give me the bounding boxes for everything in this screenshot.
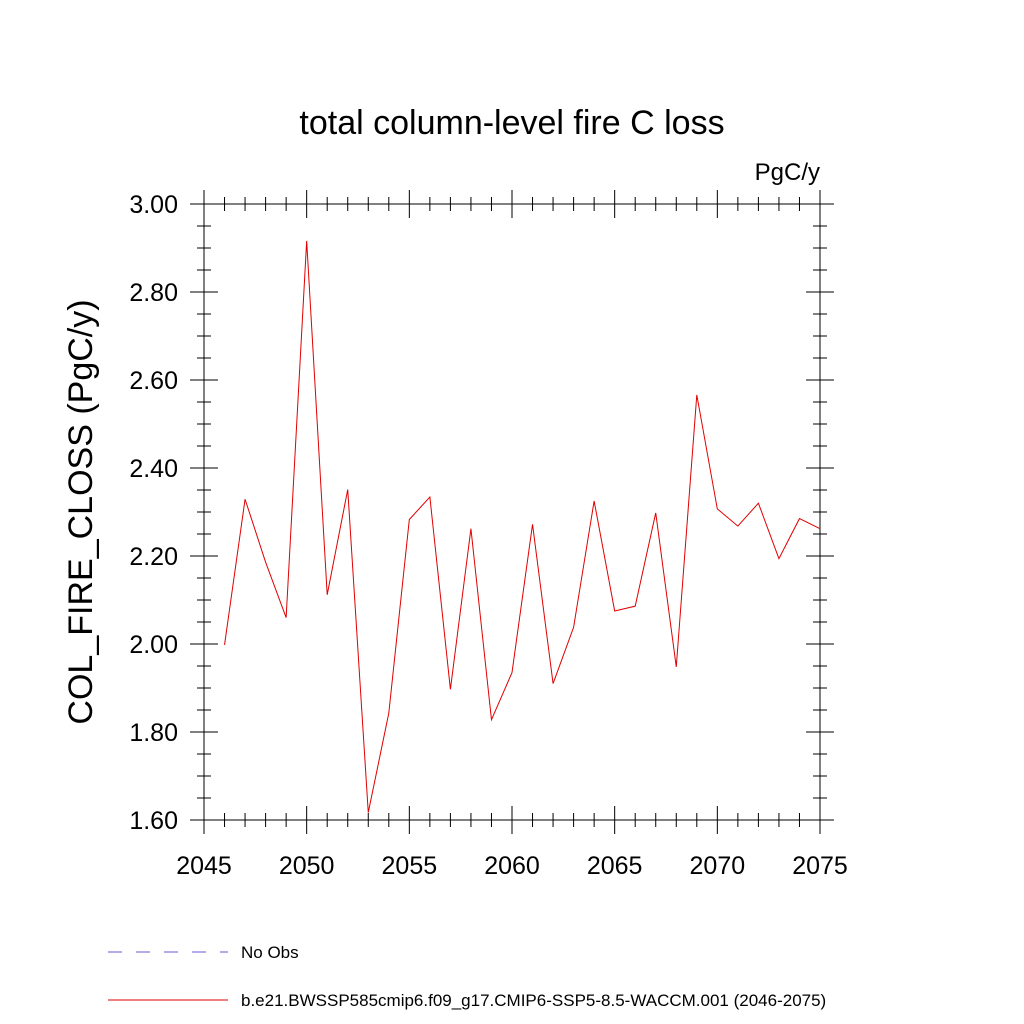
x-tick-label: 2065 — [587, 852, 643, 880]
y-tick-label: 2.20 — [129, 543, 178, 571]
chart-title: total column-level fire C loss — [299, 104, 724, 142]
x-tick-label: 2055 — [382, 852, 438, 880]
y-tick-label: 3.00 — [129, 191, 178, 219]
plot-border — [203, 203, 821, 821]
units-label: PgC/y — [755, 159, 820, 186]
y-tick-label: 2.40 — [129, 455, 178, 483]
y-tick-label: 1.80 — [129, 719, 178, 747]
y-axis: 1.60 1.80 2.00 2.20 2.40 2.60 2.80 3.00 — [129, 191, 834, 835]
x-tick-label: 2070 — [690, 852, 746, 880]
y-axis-label: COL_FIRE_CLOSS (PgC/y) — [62, 299, 100, 724]
series-layer — [224, 240, 821, 813]
legend-entry: No Obs — [241, 943, 299, 962]
y-tick-label: 2.60 — [129, 367, 178, 395]
x-axis: 2045 2050 2055 2060 2065 2070 2075 — [176, 190, 848, 880]
x-tick-label: 2060 — [484, 852, 540, 880]
x-tick-label: 2050 — [279, 852, 335, 880]
y-tick-label: 1.60 — [129, 807, 178, 835]
plot-frame — [203, 203, 821, 821]
legend: No Obs b.e21.BWSSP585cmip6.f09_g17.CMIP6-… — [108, 943, 826, 1010]
series-line-1 — [224, 240, 821, 813]
y-tick-label: 2.00 — [129, 631, 178, 659]
legend-entry: b.e21.BWSSP585cmip6.f09_g17.CMIP6-SSP5-8… — [241, 991, 826, 1010]
y-tick-label: 2.80 — [129, 279, 178, 307]
x-tick-label: 2075 — [792, 852, 848, 880]
x-tick-label: 2045 — [176, 852, 232, 880]
